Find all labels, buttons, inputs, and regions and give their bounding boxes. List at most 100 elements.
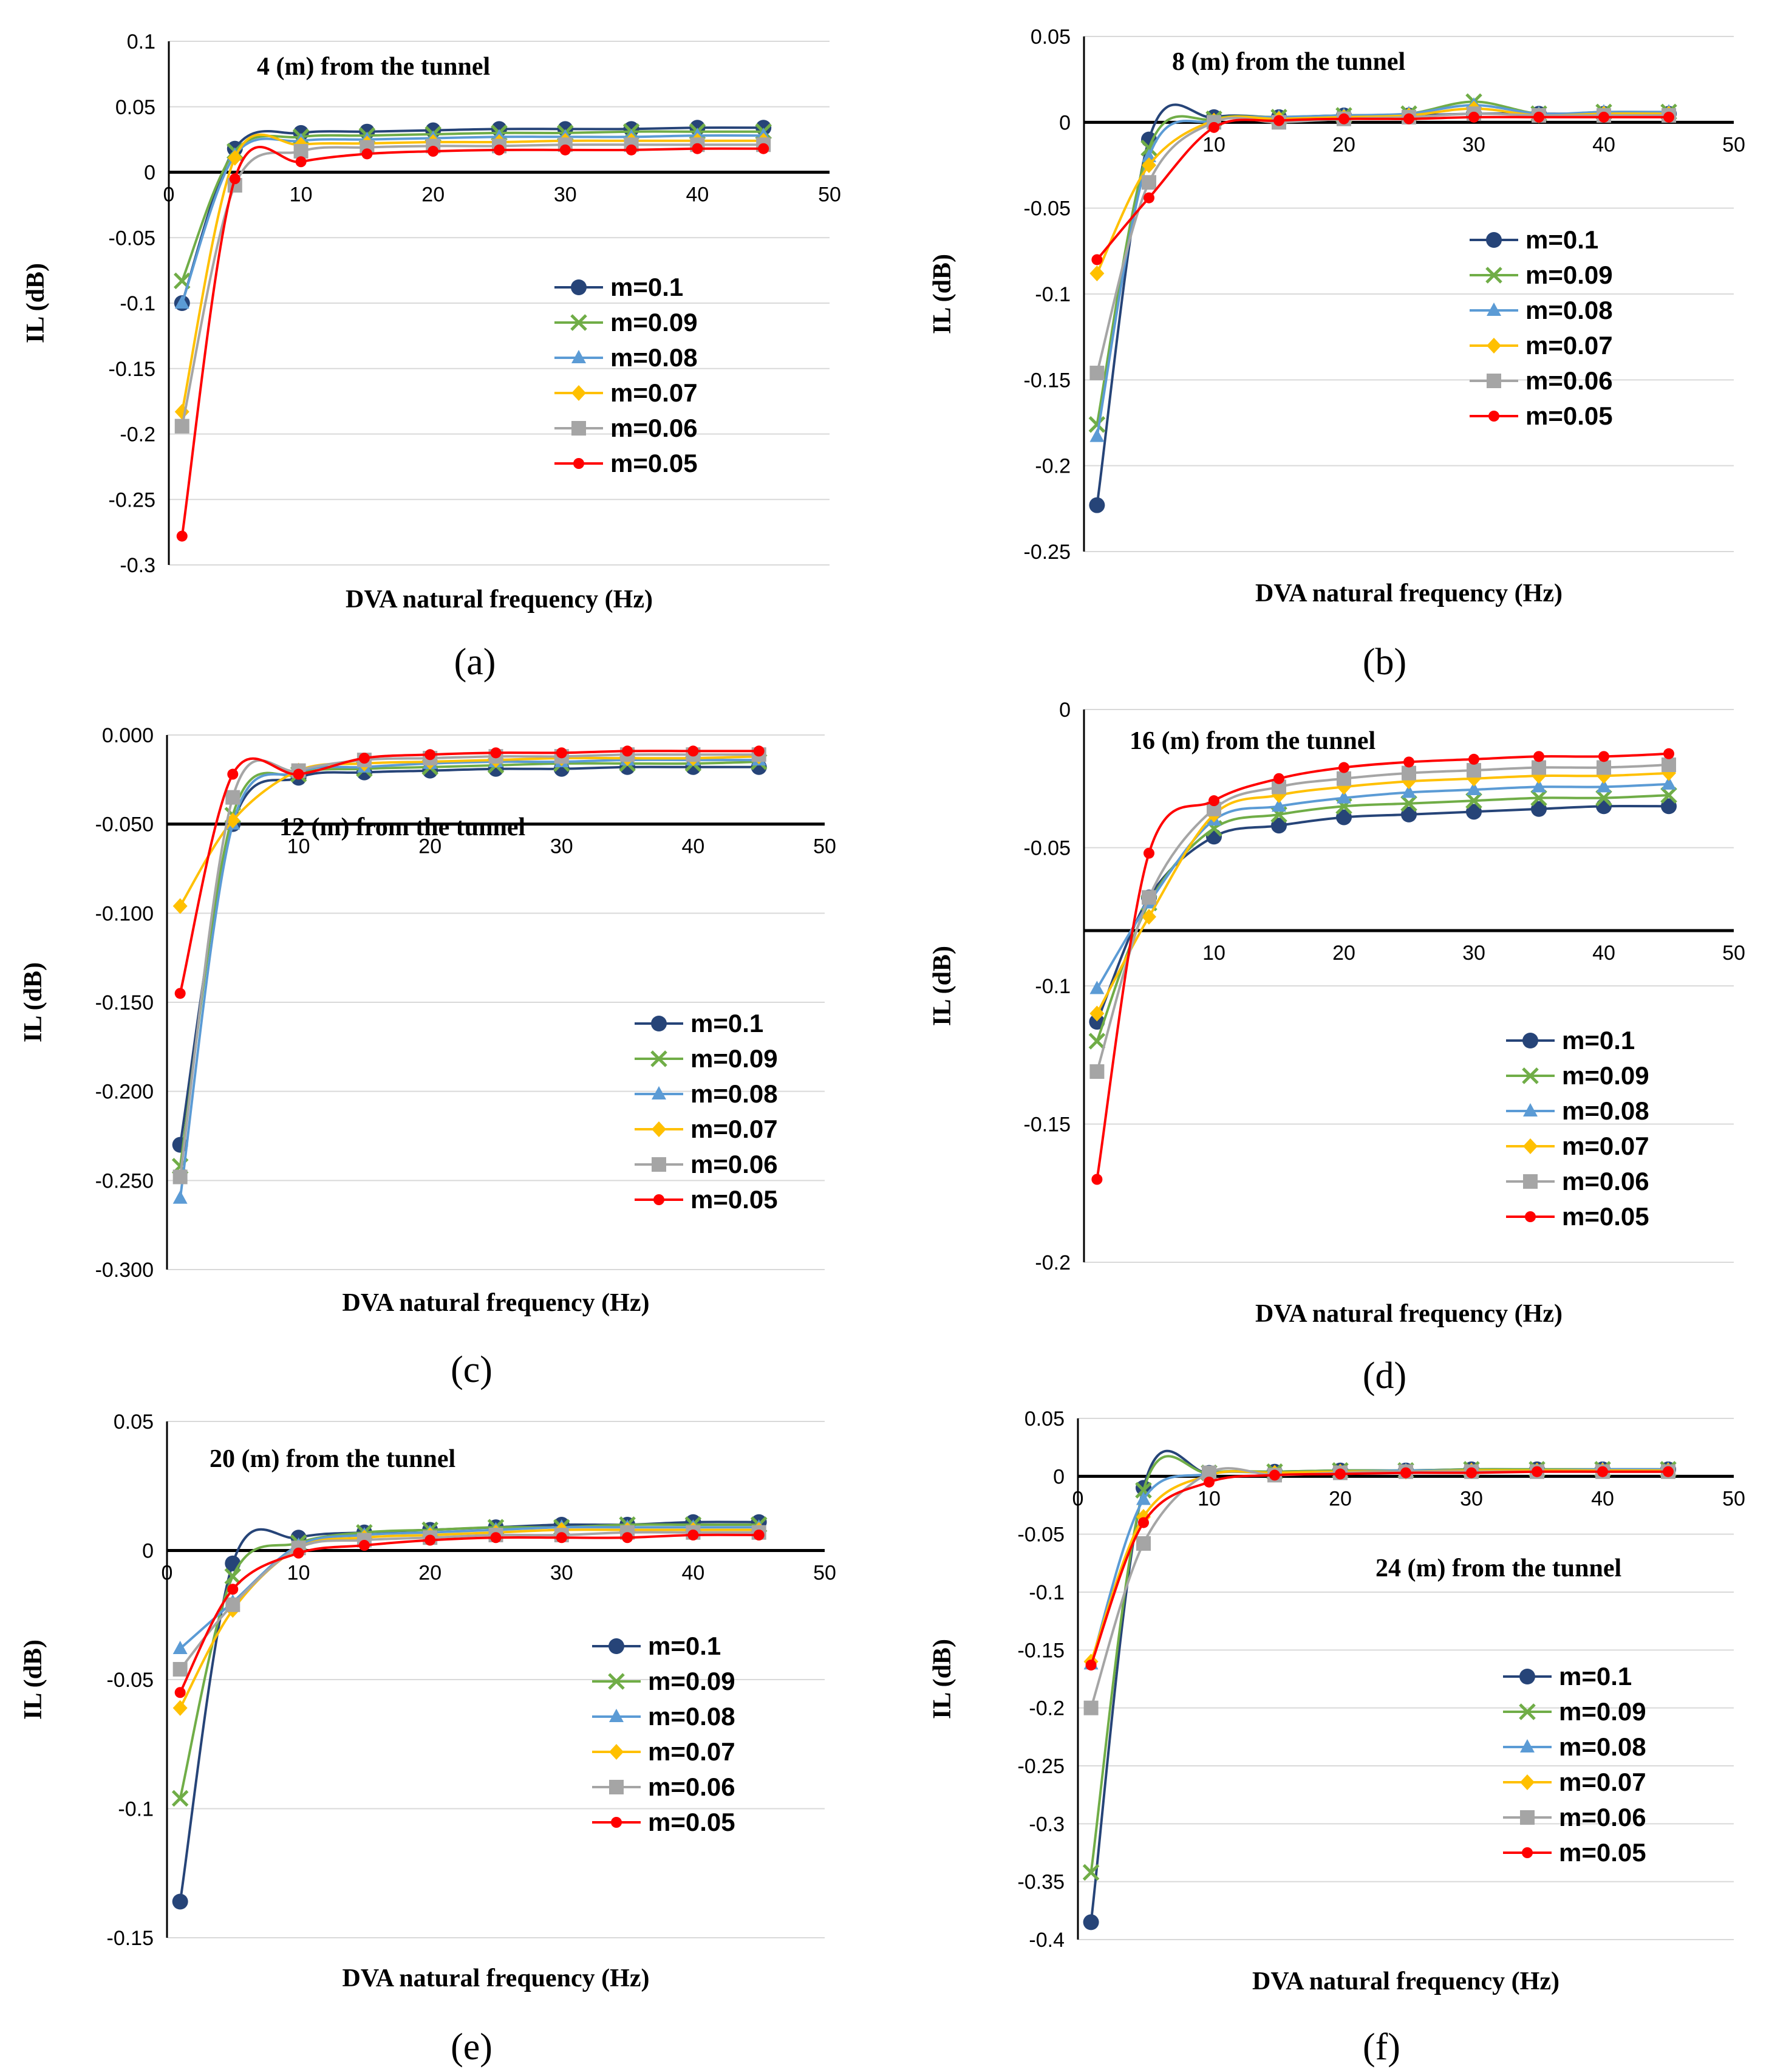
y-tick-label: -0.3 bbox=[1029, 1813, 1065, 1836]
data-point bbox=[1336, 809, 1352, 826]
legend-entry: m=0.09 bbox=[690, 1044, 778, 1073]
series-line bbox=[180, 146, 764, 536]
y-axis-label: IL (dB) bbox=[929, 254, 956, 334]
data-point bbox=[494, 144, 505, 156]
data-point bbox=[1663, 748, 1674, 759]
y-tick-label: -0.05 bbox=[109, 227, 156, 250]
legend-marker bbox=[1523, 1138, 1538, 1154]
data-point bbox=[1271, 818, 1287, 834]
series-line bbox=[179, 1531, 759, 1670]
data-point bbox=[424, 749, 436, 761]
series-m-0.05 bbox=[1085, 1466, 1674, 1671]
x-tick-label: 0 bbox=[163, 183, 175, 207]
data-point bbox=[227, 768, 239, 780]
x-tick-label: 50 bbox=[813, 835, 836, 858]
legend-entry: m=0.05 bbox=[610, 449, 698, 477]
data-point bbox=[293, 1547, 304, 1559]
legend-entry: m=0.08 bbox=[1559, 1732, 1646, 1761]
x-tick-label: 10 bbox=[290, 183, 313, 207]
series-line bbox=[1089, 1470, 1668, 1666]
data-point bbox=[1083, 1914, 1099, 1930]
y-tick-label: -0.1 bbox=[1035, 283, 1071, 306]
legend: m=0.1 m=0.09 m=0.08 m=0.07 m=0.06 m=0.05 bbox=[1506, 1026, 1649, 1231]
data-point bbox=[1532, 779, 1546, 793]
legend-marker bbox=[1522, 1033, 1538, 1048]
legend-marker bbox=[1485, 267, 1502, 284]
legend-entry: m=0.09 bbox=[1559, 1697, 1646, 1726]
y-tick-label: -0.100 bbox=[95, 902, 154, 925]
legend: m=0.1 m=0.09 m=0.08 m=0.07 m=0.06 m=0.05 bbox=[554, 273, 698, 477]
data-point bbox=[172, 1641, 188, 1654]
data-point bbox=[1144, 192, 1154, 203]
x-tick-label: 30 bbox=[550, 835, 573, 858]
y-tick-label: 0 bbox=[142, 1540, 154, 1563]
legend-entry: m=0.09 bbox=[1562, 1061, 1649, 1090]
legend-marker bbox=[1523, 1103, 1538, 1116]
series-m-0.05 bbox=[174, 1530, 765, 1698]
data-point bbox=[1467, 763, 1481, 778]
legend-marker bbox=[608, 1638, 624, 1654]
data-point bbox=[229, 173, 240, 185]
legend-entry: m=0.09 bbox=[648, 1667, 735, 1695]
x-tick-label: 10 bbox=[1198, 1487, 1221, 1510]
y-axis-label: IL (dB) bbox=[929, 946, 956, 1026]
x-tick-label: 10 bbox=[1202, 942, 1225, 965]
x-tick-label: 50 bbox=[818, 183, 841, 207]
legend-entry: m=0.07 bbox=[1559, 1768, 1646, 1796]
x-tick-label: 10 bbox=[1202, 133, 1225, 156]
data-point bbox=[1082, 1864, 1100, 1881]
x-tick-label: 20 bbox=[1332, 133, 1355, 156]
chart-panel-e: 0.05 0 -0.05 -0.1 -0.15 0 10 20 30 40 50 20 (m) fro… bbox=[19, 1410, 836, 2068]
series-line bbox=[179, 753, 759, 1177]
y-tick-label: -0.05 bbox=[1024, 837, 1071, 860]
y-tick-label: -0.35 bbox=[1018, 1871, 1065, 1894]
x-tick-label: 40 bbox=[1591, 1487, 1614, 1510]
data-point bbox=[1530, 789, 1547, 807]
data-point bbox=[1532, 1466, 1542, 1477]
legend-entry: m=0.08 bbox=[648, 1702, 735, 1731]
data-point bbox=[1142, 148, 1156, 162]
legend: m=0.1 m=0.09 m=0.08 m=0.07 m=0.06 m=0.05 bbox=[592, 1632, 735, 1836]
y-axis-label: IL (dB) bbox=[929, 1639, 956, 1719]
legend-marker bbox=[1522, 1847, 1533, 1858]
y-tick-label: 0 bbox=[1059, 111, 1071, 134]
legend-entry: m=0.09 bbox=[1525, 261, 1613, 289]
y-tick-label: -0.2 bbox=[1029, 1697, 1065, 1720]
chart-title: 12 (m) from the tunnel bbox=[279, 813, 525, 841]
legend-marker bbox=[652, 1121, 666, 1137]
legend-marker bbox=[609, 1744, 624, 1760]
chart-title: 20 (m) from the tunnel bbox=[210, 1445, 455, 1473]
data-point bbox=[1661, 798, 1677, 815]
series-line bbox=[1096, 794, 1669, 1042]
y-tick-label: -0.25 bbox=[109, 488, 156, 511]
data-point bbox=[171, 1790, 189, 1807]
chart-title: 16 (m) from the tunnel bbox=[1130, 727, 1375, 755]
y-tick-label: 0.05 bbox=[114, 1410, 154, 1434]
data-point bbox=[1597, 1466, 1608, 1477]
data-point bbox=[490, 747, 502, 759]
data-point bbox=[172, 898, 188, 914]
data-point bbox=[1337, 790, 1351, 804]
data-point bbox=[1662, 776, 1676, 790]
legend-marker bbox=[609, 1780, 624, 1794]
data-point bbox=[1091, 254, 1103, 265]
data-point bbox=[556, 1532, 567, 1544]
x-tick-label: 10 bbox=[287, 835, 310, 858]
legend-entry: m=0.05 bbox=[648, 1808, 735, 1836]
chart-panel-d: 0 -0.05 -0.1 -0.15 -0.2 10 20 30 40 50 16 (m) from… bbox=[929, 699, 1745, 1397]
data-point bbox=[174, 419, 189, 434]
panel-label: (b) bbox=[1363, 641, 1406, 683]
legend-marker bbox=[609, 1709, 624, 1722]
y-tick-label: 0 bbox=[144, 162, 155, 185]
data-point bbox=[1089, 265, 1105, 282]
legend-marker bbox=[652, 1086, 666, 1099]
data-point bbox=[1085, 1660, 1097, 1671]
legend-marker bbox=[1520, 1739, 1535, 1752]
data-point bbox=[1089, 1064, 1105, 1079]
y-tick-label: -0.200 bbox=[95, 1081, 154, 1104]
legend-marker bbox=[650, 1050, 667, 1067]
y-tick-label: 0.000 bbox=[102, 724, 154, 747]
series-m-0.07 bbox=[1089, 100, 1676, 282]
x-axis-label: DVA natural frequency (Hz) bbox=[1255, 1300, 1563, 1328]
y-tick-label: -0.15 bbox=[1018, 1639, 1065, 1662]
